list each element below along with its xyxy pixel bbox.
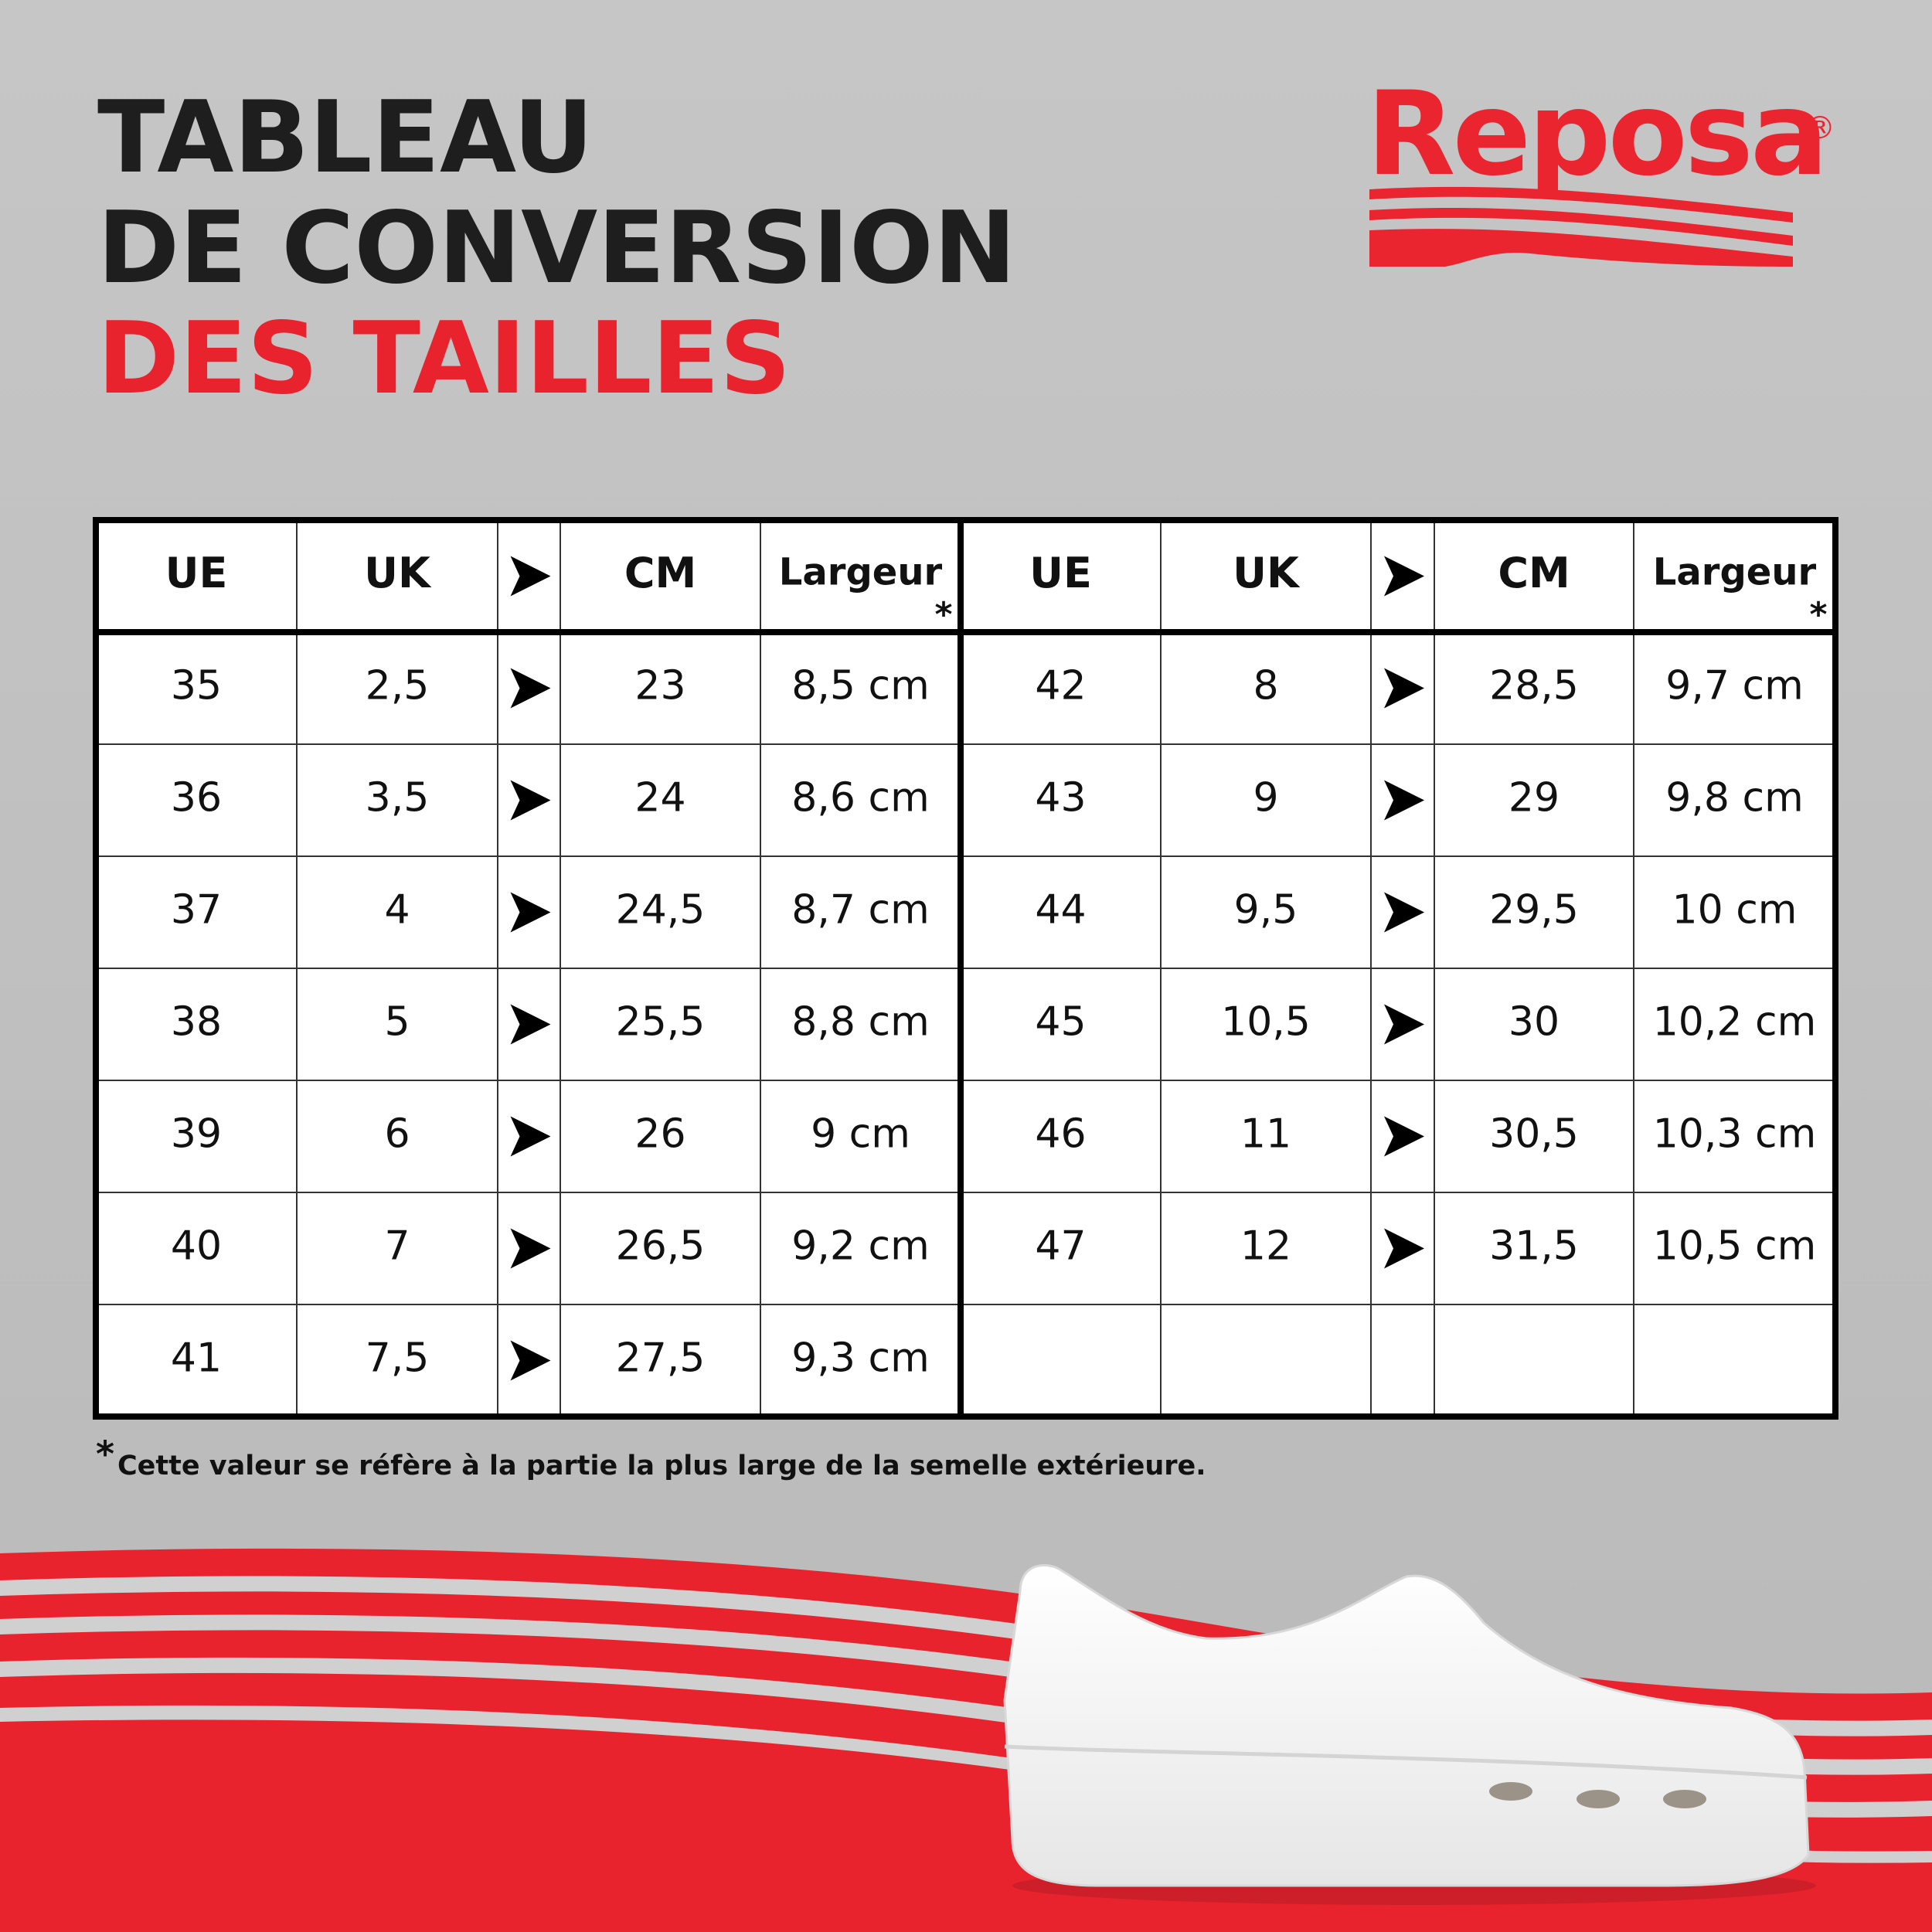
table-cell: 11 xyxy=(1240,1111,1291,1158)
table-cell: 24,5 xyxy=(616,887,706,934)
header-asterisk: * xyxy=(934,595,952,634)
table-cell: 28,5 xyxy=(1489,663,1579,709)
header-cell: Largeur xyxy=(1653,551,1817,594)
table-cell: 36 xyxy=(171,775,222,821)
logo: Reposa ® xyxy=(1366,67,1835,267)
table-cell: 30,5 xyxy=(1489,1111,1579,1158)
table-cell: 23 xyxy=(634,663,685,709)
header-cell: CM xyxy=(1498,549,1570,597)
table-cell: 39 xyxy=(171,1111,222,1158)
title-line: TABLEAU xyxy=(97,80,594,196)
table-cell: 47 xyxy=(1035,1223,1086,1270)
footnote-text: Cette valeur se réfère à la partie la pl… xyxy=(117,1451,1206,1481)
table-cell: 29 xyxy=(1509,775,1560,821)
table-cell: 10,2 cm xyxy=(1653,999,1817,1046)
table-cell: 27,5 xyxy=(616,1335,706,1382)
header-cell: Largeur xyxy=(779,551,943,594)
table-cell: 46 xyxy=(1035,1111,1086,1158)
logo-sole xyxy=(1369,229,1793,267)
shoe-vent xyxy=(1663,1790,1706,1808)
table-cell: 8,8 cm xyxy=(791,999,929,1046)
table-cell: 9,3 cm xyxy=(791,1335,929,1382)
shoe-vent xyxy=(1577,1790,1620,1808)
table-cell: 43 xyxy=(1035,775,1086,821)
table-cell: 8,5 cm xyxy=(791,663,929,709)
table-cell: 26,5 xyxy=(616,1223,706,1270)
table-cell: 12 xyxy=(1240,1223,1291,1270)
table-cell: 42 xyxy=(1035,663,1086,709)
table-cell: 8,6 cm xyxy=(791,775,929,821)
table-cell: 37 xyxy=(171,887,222,934)
table-cell: 6 xyxy=(384,1111,410,1158)
arrow-icon xyxy=(1384,668,1424,709)
table-cell: 25,5 xyxy=(616,999,706,1046)
table-cell: 45 xyxy=(1035,999,1086,1046)
header-cell: UE xyxy=(1029,549,1092,597)
arrow-icon xyxy=(1384,1228,1424,1269)
title-highlight: DES TAILLES xyxy=(97,301,791,417)
table-cell: 38 xyxy=(171,999,222,1046)
table-cell: 29,5 xyxy=(1489,887,1579,934)
header-asterisk: * xyxy=(1809,595,1827,634)
footnote-mark: * xyxy=(96,1434,114,1475)
logo-stripe xyxy=(1369,207,1793,246)
table-cell: 8,7 cm xyxy=(791,887,929,934)
arrow-icon xyxy=(1384,892,1424,933)
arrow-icon xyxy=(1384,780,1424,821)
arrow-icon xyxy=(1384,556,1424,597)
table-cell: 8 xyxy=(1253,663,1278,709)
header-cell: UK xyxy=(364,549,432,597)
shoe-seam xyxy=(1004,1744,1808,1780)
table-cell: 7 xyxy=(384,1223,410,1270)
arrow-icon xyxy=(510,556,551,597)
table-cell: 7,5 xyxy=(366,1335,430,1382)
arrow-icon xyxy=(510,1340,551,1381)
table-cell: 41 xyxy=(171,1335,222,1382)
table-cell: 44 xyxy=(1035,887,1086,934)
table-cell: 9,8 cm xyxy=(1665,775,1803,821)
table-cell: 24 xyxy=(634,775,685,821)
arrow-icon xyxy=(1384,1004,1424,1045)
table-cell: 26 xyxy=(634,1111,685,1158)
table-cell: 9,2 cm xyxy=(791,1223,929,1270)
table-cell: 40 xyxy=(171,1223,222,1270)
table-cell: 3,5 xyxy=(366,775,430,821)
arrow-icon xyxy=(510,668,551,709)
table-cell: 10 cm xyxy=(1672,887,1798,934)
arrow-icon xyxy=(510,1116,551,1157)
header-cell: UE xyxy=(165,549,228,597)
arrow-icon xyxy=(510,1004,551,1045)
arrow-icon xyxy=(1384,1116,1424,1157)
header-cell: UK xyxy=(1233,549,1301,597)
table-cell: 10,3 cm xyxy=(1653,1111,1817,1158)
logo-stripe xyxy=(1369,186,1793,223)
table-cell: 9 cm xyxy=(811,1111,910,1158)
logo-mark: ® xyxy=(1804,111,1835,146)
table-cell: 9,7 cm xyxy=(1665,663,1803,709)
table-cell: 10,5 xyxy=(1221,999,1311,1046)
table-border xyxy=(93,517,1838,1420)
table-cell: 35 xyxy=(171,663,222,709)
table-cell: 2,5 xyxy=(366,663,430,709)
shoe-vent xyxy=(1489,1782,1532,1801)
shoe xyxy=(1003,1563,1816,1905)
table-cell: 31,5 xyxy=(1489,1223,1579,1270)
arrow-icon xyxy=(510,780,551,821)
header-cell: CM xyxy=(624,549,696,597)
table-cell: 30 xyxy=(1509,999,1560,1046)
logo-text: Reposa xyxy=(1366,67,1825,202)
table-cell: 9,5 xyxy=(1234,887,1298,934)
table-cell: 10,5 cm xyxy=(1653,1223,1817,1270)
table-cell: 5 xyxy=(384,999,410,1046)
arrow-icon xyxy=(510,892,551,933)
title-line: DE CONVERSION xyxy=(97,191,1016,306)
table-cell: 9 xyxy=(1253,775,1278,821)
arrow-icon xyxy=(510,1228,551,1269)
table-cell: 4 xyxy=(384,887,410,934)
